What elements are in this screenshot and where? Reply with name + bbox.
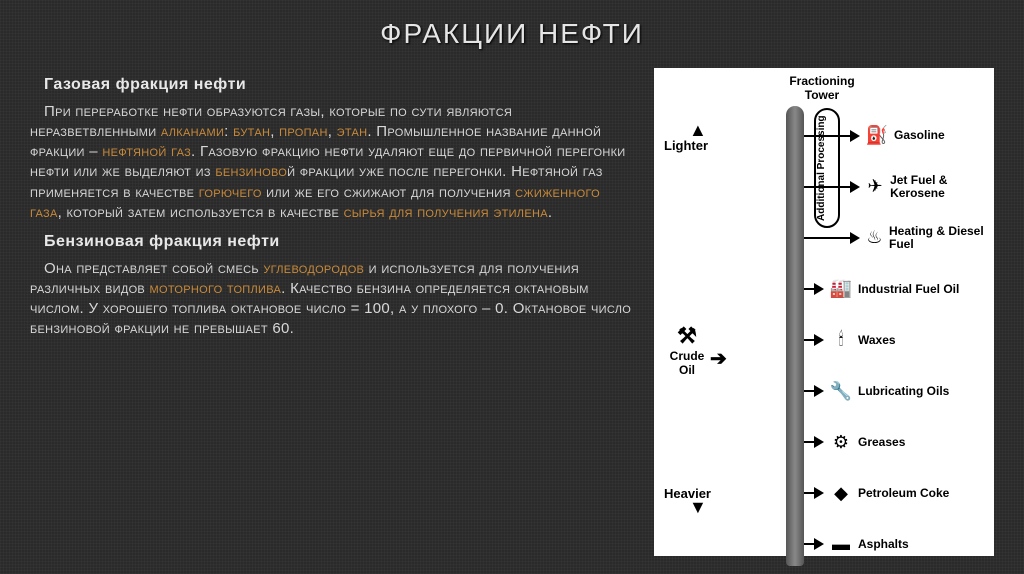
fractioning-diagram: Fractioning Tower Lighter ▲ Heavier ▼ ⚒ … [654,68,994,556]
output-row: ⚙ Greases [804,417,988,468]
output-row: 🏭 Industrial Fuel Oil [804,263,988,314]
output-label: Jet Fuel & Kerosene [890,174,988,199]
arrow-right-icon [850,181,860,193]
output-icon: 🕯 [828,329,854,350]
output-icon: ▬ [828,534,854,555]
tower-label: Fractioning Tower [782,74,862,102]
txt: , который затем используется в качестве [58,204,344,221]
hl-butane: бутан [233,123,270,140]
section2-paragraph: Она представляет собой смесь углеводород… [30,259,634,340]
output-line [804,288,814,290]
text-column: Газовая фракция нефти При переработке не… [30,68,634,556]
output-row: ▬ Asphalts [804,519,988,570]
txt: , [270,123,279,140]
output-line [804,135,850,137]
outputs-list: ⛽Gasoline✈Jet Fuel & Kerosene♨Heating & … [804,110,988,570]
output-icon: ◆ [828,483,854,504]
output-label: Lubricating Oils [858,385,949,398]
section2-heading: Бензиновая фракция нефти [44,231,634,253]
output-label: Greases [858,436,905,449]
output-line [804,339,814,341]
output-icon: 🔧 [828,381,854,402]
output-row: ✈Jet Fuel & Kerosene [804,161,988,212]
hl-hydrocarbons: углеводородов [263,260,364,277]
txt: . [548,204,552,221]
output-line [804,237,850,239]
output-row: ⛽ Gasoline [804,110,988,161]
output-line [804,492,814,494]
output-label: Heating & Diesel Fuel [889,225,988,250]
arrow-right-icon [814,334,824,346]
hl-fuel: горючего [199,184,262,201]
arrow-right-icon [814,283,824,295]
fractioning-column [786,106,804,566]
crude-arrow-icon: ➔ [710,346,727,371]
txt: : [224,123,233,140]
arrow-up-icon: ▲ [689,120,707,141]
hl-ethane: этан [337,123,368,140]
output-label: Waxes [858,334,896,347]
arrow-right-icon [814,487,824,499]
output-row: 🔧 Lubricating Oils [804,366,988,417]
output-label: Asphalts [858,538,909,551]
arrow-right-icon [814,436,824,448]
arrow-right-icon [814,538,824,550]
output-icon: ⚙ [828,432,854,453]
page-title: ФРАКЦИИ НЕФТИ [30,18,994,50]
output-line [804,186,850,188]
arrow-right-icon [850,130,860,142]
hl-propane: пропан [279,123,328,140]
txt: Она представляет собой смесь [44,260,263,277]
output-icon: ⛽ [864,125,890,146]
output-label: Petroleum Coke [858,487,949,500]
txt: или же его сжижают для получения [262,184,515,201]
hl-raw: сырья для получения этилена [344,204,548,221]
output-row: ◆ Petroleum Coke [804,468,988,519]
crude-oil-label: ⚒ Crude Oil [662,323,712,377]
hl-motorfuel: моторного топлива [150,280,282,297]
crude-text: Crude Oil [670,349,705,377]
output-label: Gasoline [894,129,945,142]
hl-petrogas: нефтяной газ [102,143,191,160]
output-line [804,543,814,545]
content-row: Газовая фракция нефти При переработке не… [30,68,994,556]
output-row: 🕯 Waxes [804,314,988,365]
output-row: ♨Heating & Diesel Fuel [804,212,988,263]
output-line [804,390,814,392]
oil-rig-icon: ⚒ [662,323,712,349]
arrow-right-icon [814,385,824,397]
arrow-down-icon: ▼ [689,497,707,518]
slide: ФРАКЦИИ НЕФТИ Газовая фракция нефти При … [0,0,1024,574]
arrow-right-icon [850,232,860,244]
output-line [804,441,814,443]
output-icon: ✈ [864,176,886,197]
output-icon: ♨ [864,227,885,248]
output-label: Industrial Fuel Oil [858,283,959,296]
section1-heading: Газовая фракция нефти [44,74,634,96]
section1-paragraph: При переработке нефти образуются газы, к… [30,102,634,224]
hl-benzfrac: бензиново [215,163,287,180]
hl-alkanes: алканами [161,123,224,140]
txt: , [328,123,337,140]
output-icon: 🏭 [828,278,854,299]
